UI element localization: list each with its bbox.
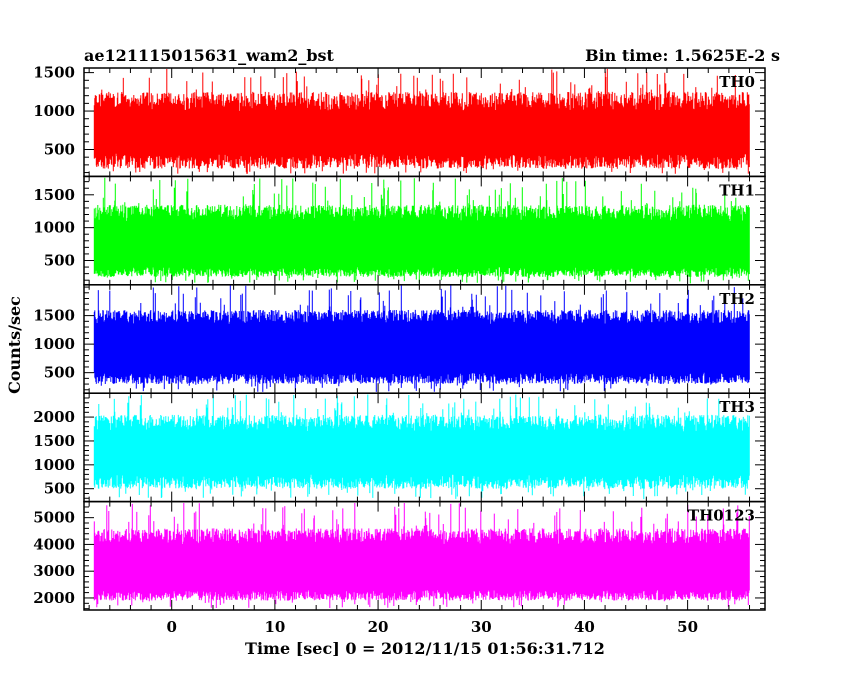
panel-label-th0123: TH0123 (688, 507, 755, 525)
x-tick-label: 20 (368, 618, 389, 636)
y-tick-label: 3000 (33, 562, 75, 580)
x-axis-title: Time [sec] 0 = 2012/11/15 01:56:31.712 (245, 639, 605, 658)
panel-th2: 500 1000 1500 TH2 (33, 284, 766, 394)
panel-frame (83, 500, 766, 611)
y-tick-label: 5000 (33, 509, 75, 527)
y-axis-title: Counts/sec (5, 296, 24, 394)
y-tick-label: 1000 (33, 219, 75, 237)
y-tick-label: 2000 (33, 589, 75, 607)
series-trace-th1 (93, 177, 750, 284)
series-trace-th3 (93, 394, 750, 500)
y-tick-label: 4000 (33, 535, 75, 553)
y-tick-label: 1000 (33, 456, 75, 474)
y-tick-label: 1000 (33, 102, 75, 120)
series-trace-th2 (93, 285, 750, 392)
panel-label-th1: TH1 (719, 181, 755, 199)
panel-th1: 500 1000 1500 TH1 (33, 175, 766, 286)
y-tick-label: 1000 (33, 335, 75, 353)
y-tick-label: 2000 (33, 408, 75, 426)
panel-th0: 500 1000 1500 TH0 (33, 64, 766, 178)
panel-label-th0: TH0 (719, 73, 755, 91)
x-tick-label: 50 (677, 618, 698, 636)
x-tick-label: 10 (264, 618, 285, 636)
x-tick-label: 30 (471, 618, 492, 636)
y-tick-label: 500 (44, 140, 75, 158)
series-trace-th0123 (93, 503, 750, 608)
panel-th0123: 2000 3000 4000 5000 TH0123 (33, 500, 766, 611)
bin-time-label: Bin time: 1.5625E-2 s (585, 46, 780, 65)
y-tick-label: 1500 (33, 307, 75, 325)
y-tick-label: 500 (44, 364, 75, 382)
y-tick-label: 1500 (33, 432, 75, 450)
figure-title: ae121115015631_wam2_bst (84, 46, 335, 65)
y-tick-label: 500 (44, 480, 75, 498)
panel-label-th3: TH3 (719, 398, 755, 416)
x-tick-label: 0 (166, 618, 176, 636)
x-tick-label: 40 (574, 618, 595, 636)
y-tick-label: 1500 (33, 64, 75, 82)
series-trace-th0 (93, 68, 750, 174)
panel-th3: 500 1000 1500 2000 TH3 (33, 392, 766, 503)
y-tick-label: 1500 (33, 186, 75, 204)
y-tick-label: 500 (44, 251, 75, 269)
panel-label-th2: TH2 (719, 290, 755, 308)
